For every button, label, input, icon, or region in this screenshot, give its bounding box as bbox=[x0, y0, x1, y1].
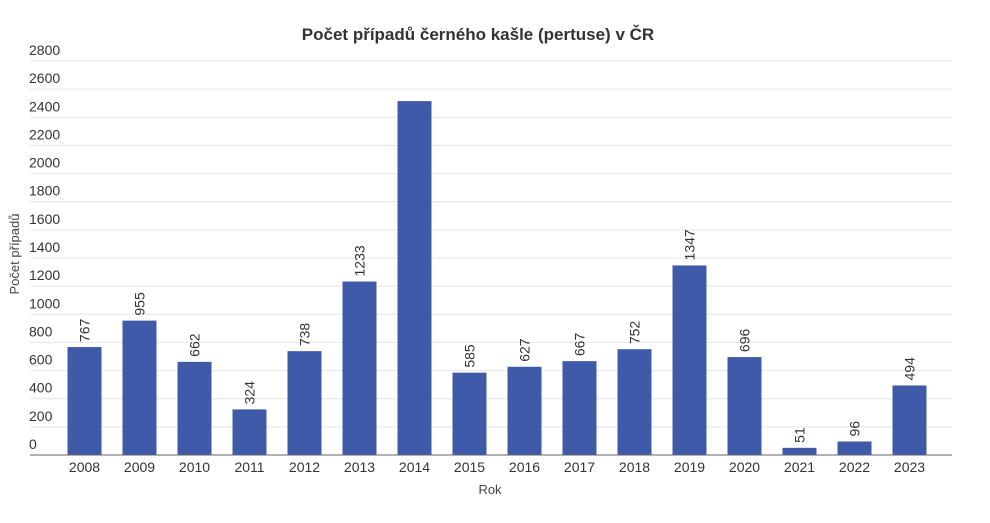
data-label: 696 bbox=[737, 328, 753, 352]
x-tick-label: 2020 bbox=[729, 459, 760, 475]
y-tick-label: 1600 bbox=[29, 211, 60, 227]
x-tick-label: 2016 bbox=[509, 459, 540, 475]
bar bbox=[782, 447, 817, 455]
x-axis-ticks: 2008 2009 2010 2011 2012 2013 2014 2015 2016 2017… bbox=[69, 459, 925, 475]
x-tick-label: 2014 bbox=[399, 459, 430, 475]
x-tick-label: 2023 bbox=[894, 459, 925, 475]
data-label: 752 bbox=[627, 321, 643, 345]
bar bbox=[342, 281, 377, 455]
x-tick-label: 2022 bbox=[839, 459, 870, 475]
x-tick-label: 2019 bbox=[674, 459, 705, 475]
y-tick-label: 2400 bbox=[29, 98, 60, 114]
bar bbox=[892, 385, 927, 455]
bar bbox=[397, 101, 432, 455]
data-label: 667 bbox=[572, 333, 588, 357]
data-label: 1233 bbox=[352, 245, 368, 276]
data-label: 1347 bbox=[682, 229, 698, 260]
y-tick-label: 1000 bbox=[29, 295, 60, 311]
data-label: 96 bbox=[847, 421, 863, 437]
x-tick-label: 2008 bbox=[69, 459, 100, 475]
x-tick-label: 2021 bbox=[784, 459, 815, 475]
bar bbox=[672, 265, 707, 455]
y-tick-label: 1200 bbox=[29, 267, 60, 283]
bar bbox=[122, 320, 157, 455]
y-tick-label: 400 bbox=[29, 380, 53, 396]
bar bbox=[727, 357, 762, 455]
x-tick-label: 2015 bbox=[454, 459, 485, 475]
y-tick-label: 2600 bbox=[29, 70, 60, 86]
y-tick-label: 1800 bbox=[29, 183, 60, 199]
bar bbox=[232, 409, 267, 455]
bar bbox=[287, 351, 322, 455]
bar bbox=[837, 441, 872, 455]
data-label: 51 bbox=[792, 427, 808, 443]
x-tick-label: 2012 bbox=[289, 459, 320, 475]
bar bbox=[617, 349, 652, 455]
data-label: 767 bbox=[77, 318, 93, 342]
gridlines bbox=[30, 60, 952, 428]
y-tick-label: 2200 bbox=[29, 126, 60, 142]
x-tick-label: 2013 bbox=[344, 459, 375, 475]
x-axis-label: Rok bbox=[478, 482, 502, 497]
x-tick-label: 2010 bbox=[179, 459, 210, 475]
data-label: 627 bbox=[517, 338, 533, 362]
y-tick-label: 600 bbox=[29, 352, 53, 368]
data-label: 662 bbox=[187, 333, 203, 357]
data-label: 585 bbox=[462, 344, 478, 368]
chart-title: Počet případů černého kašle (pertuse) v … bbox=[302, 25, 654, 44]
bars bbox=[67, 101, 927, 455]
bar bbox=[452, 372, 487, 455]
bar bbox=[507, 366, 542, 455]
data-label: 494 bbox=[902, 357, 918, 381]
bar bbox=[67, 347, 102, 455]
data-label: 955 bbox=[132, 292, 148, 316]
x-tick-label: 2018 bbox=[619, 459, 650, 475]
y-axis-ticks: 0 200 400 600 800 1000 1200 1400 1600 1800 2000 220… bbox=[29, 42, 60, 452]
x-tick-label: 2011 bbox=[234, 459, 264, 475]
data-label: 738 bbox=[297, 323, 313, 347]
x-tick-label: 2017 bbox=[564, 459, 595, 475]
y-tick-label: 200 bbox=[29, 408, 53, 424]
y-tick-label: 1400 bbox=[29, 239, 60, 255]
bar bbox=[562, 361, 597, 455]
bar bbox=[177, 361, 212, 455]
y-tick-label: 0 bbox=[29, 436, 37, 452]
x-tick-label: 2009 bbox=[124, 459, 155, 475]
y-tick-label: 2000 bbox=[29, 155, 60, 171]
y-tick-label: 2800 bbox=[29, 42, 60, 58]
data-label: 324 bbox=[242, 381, 258, 405]
y-axis-label: Počet případů bbox=[7, 214, 22, 295]
data-labels: 767 955 662 324 738 1233 585 627 667 752 1347 696 51… bbox=[77, 229, 918, 443]
y-tick-label: 800 bbox=[29, 323, 53, 339]
